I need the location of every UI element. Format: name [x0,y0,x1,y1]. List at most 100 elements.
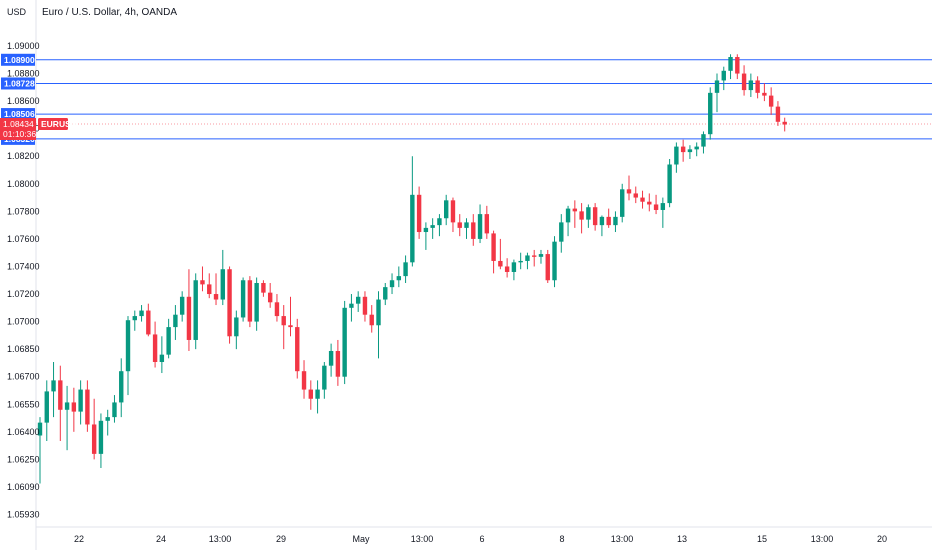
candle-body [430,225,435,228]
candle [64,385,70,451]
candle [525,252,530,270]
candle-body [44,391,49,423]
horizontal-lines [36,59,932,140]
y-tick-label: 1.06250 [7,454,40,464]
candle-body [179,296,185,315]
candle-body [71,402,77,412]
candle-body [626,189,632,194]
candle [403,255,408,284]
candle-body [708,92,713,135]
candle-body [538,254,544,257]
candle-body [559,222,564,242]
candle [288,296,293,337]
candle-body [376,299,381,326]
candle-body [240,280,246,318]
candle-body [701,134,706,147]
candle-body [660,203,666,210]
candle-body [125,320,131,372]
candle [376,291,381,359]
candle [355,291,361,312]
x-tick-label: 8 [559,534,564,544]
candle [410,156,415,267]
candle-body [342,307,347,377]
candle-body [653,204,659,210]
y-tick-label: 1.09000 [7,41,40,51]
y-tick-label: 1.08800 [7,69,40,79]
candle-body [159,354,165,363]
x-tick-label: 20 [877,534,887,544]
candle-body [498,260,503,267]
candle-body [98,420,104,454]
candle [552,236,557,288]
candle [782,117,787,132]
current-price-tag[interactable]: 1.08434 01:10:36 [0,117,36,140]
candle-body [78,389,83,412]
candle [389,273,395,295]
candle-body [349,303,354,308]
x-tick-label: 13:00 [811,534,834,544]
symbol-tag[interactable]: EURUSD [38,117,77,130]
candle-body [213,294,219,300]
y-tick-label: 1.07000 [7,317,40,327]
candle [240,277,246,322]
candle-body [504,266,510,272]
x-tick-label: 29 [276,534,286,544]
y-tick-label: 1.08200 [7,151,40,161]
candle [301,360,307,399]
candle-body [267,292,273,303]
candle-body [193,280,198,340]
candle-body [383,287,388,300]
candle-body [782,121,787,125]
x-tick-label: 22 [74,534,84,544]
candle-body [281,316,286,326]
candle [383,283,388,306]
candle [457,214,462,237]
candle [213,273,219,306]
candle [369,305,374,333]
candle-body [694,146,699,150]
candle-body [37,422,43,436]
candle [430,218,435,239]
candle [71,387,77,432]
candle [44,380,49,442]
candle-body [227,269,232,337]
candle [234,310,239,350]
candle [660,197,666,228]
y-tick-label: 1.06090 [7,482,40,492]
candle-body [586,207,591,220]
candle [464,218,469,239]
candle [565,205,571,237]
candle [315,380,320,414]
candle-body [768,95,774,107]
candle [166,318,171,359]
candle [714,73,720,113]
candle [58,365,63,442]
candle-body [755,80,760,93]
symbol-tag-bg [38,117,68,130]
x-tick-label: 15 [757,534,767,544]
candle [599,215,605,237]
candle-body [301,371,307,390]
candle [762,83,767,102]
currency-label[interactable]: USD [7,7,27,17]
candle [261,280,266,297]
candle [694,142,699,157]
candle-body [484,214,490,234]
candle [308,380,313,410]
candle-body [647,201,652,205]
horizontal-line-tag[interactable] [1,53,35,66]
candle-body [51,380,56,392]
candle-body [606,216,611,226]
candle-body [247,280,253,322]
candle [721,66,726,91]
x-tick-label: 6 [479,534,484,544]
candle-body [308,389,313,399]
candle-body [166,327,171,355]
candle [735,54,740,80]
horizontal-line-tag[interactable] [1,77,35,90]
candle [518,252,523,270]
candle-body [234,317,239,337]
horizontal-line-tag[interactable] [1,108,35,121]
candle [335,339,341,386]
